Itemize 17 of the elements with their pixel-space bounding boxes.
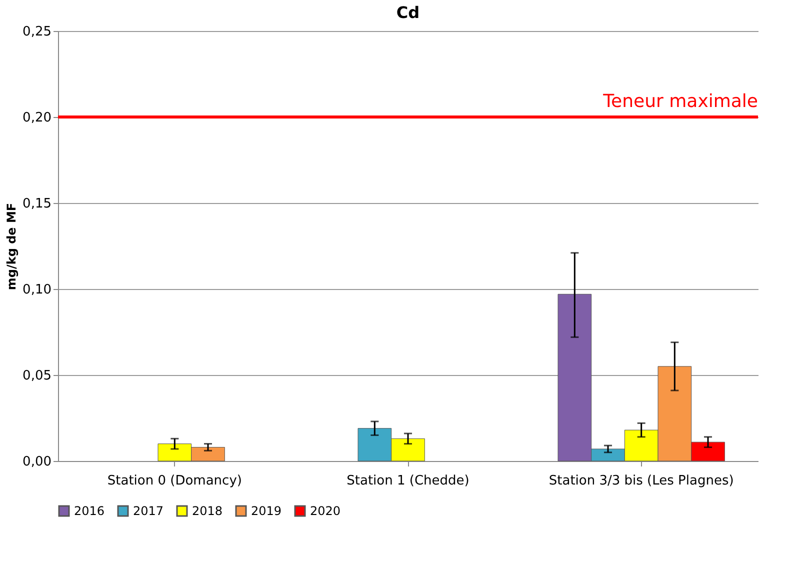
y-axis-title: mg/kg de MF <box>4 202 19 290</box>
ref-line-label: Teneur maximale <box>602 91 758 112</box>
chart-title: Cd <box>396 3 420 22</box>
y-tick-label: 0,20 <box>22 110 52 126</box>
y-tick-label: 0,15 <box>22 196 52 212</box>
legend-label: 2017 <box>133 504 164 518</box>
y-tick-label: 0,10 <box>22 282 52 298</box>
y-tick-label: 0,00 <box>22 454 52 470</box>
legend-label: 2019 <box>251 504 282 518</box>
x-tick-label: Station 1 (Chedde) <box>346 474 470 488</box>
x-tick-label: Station 3/3 bis (Les Plagnes) <box>548 474 734 488</box>
y-tick-label: 0,25 <box>22 24 52 40</box>
y-tick-label: 0,05 <box>22 368 52 384</box>
legend-label: 2016 <box>74 504 105 518</box>
x-tick-label: Station 0 (Domancy) <box>107 474 242 488</box>
legend-label: 2018 <box>192 504 223 518</box>
legend-label: 2020 <box>310 504 341 518</box>
